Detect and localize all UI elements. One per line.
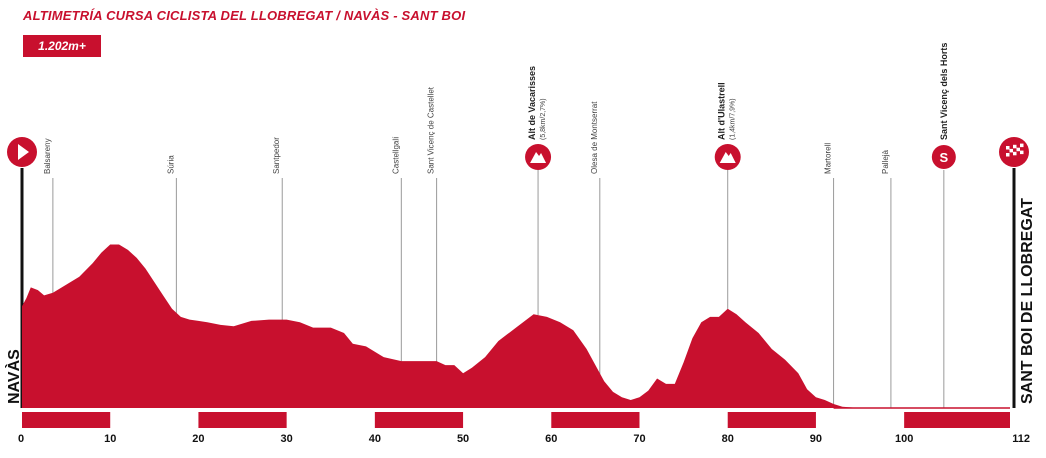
finish-town-label: SANT BOI DE LLOBREGAT [1019,198,1036,404]
x-tick-label: 70 [633,433,645,445]
km-band [727,412,816,428]
x-tick-label: 50 [457,433,469,445]
flag-square [1020,143,1024,148]
climb-name-label: Alt d'Ulastrell [717,82,727,140]
mountain-icon [530,152,547,163]
flag-square [1006,153,1010,157]
place-label: Pallejà [881,149,890,174]
flag-square [1020,150,1024,155]
page-title: ALTIMETRÍA CURSA CICLISTA DEL LLOBREGAT … [23,8,466,23]
flag-square [1009,148,1013,153]
x-tick-label: 0 [18,433,24,445]
sprint-name-label: Sant Vicenç dels Horts [939,43,949,140]
elevation-gain-badge: 1.202m+ [23,35,101,57]
km-band [198,412,287,428]
km-band [551,412,640,428]
km-band [22,412,111,428]
km-band [904,412,1010,428]
x-tick-label: 40 [369,433,381,445]
km-band [374,412,464,428]
climb-name-label: Alt de Vacarisses [527,66,537,140]
x-tick-label: 10 [104,433,116,445]
place-label: Santpedor [272,137,281,174]
mountain-icon [719,152,736,163]
x-tick-label: 80 [722,433,734,445]
climb-detail-label: (1,4km/7,9%) [730,98,737,140]
sprint-marker [931,145,956,169]
place-label: Balsareny [43,138,52,174]
place-label: Olesa de Montserrat [590,101,599,174]
x-tick-label: 100 [895,433,913,445]
place-label: Súria [166,155,175,174]
x-tick-label: 112 [1012,433,1030,445]
profile-area-group [22,244,1010,409]
flag-square [1006,146,1010,150]
start-town-label: NAVÀS [4,349,23,404]
checkered-flag-icon [1006,143,1024,157]
sprint-symbol: S [940,150,949,165]
x-tick-label: 20 [192,433,204,445]
x-tick-label: 90 [810,433,822,445]
climb-detail-label: (5,8km/2,7%) [540,98,547,140]
km-axis: 0 10 20 30 40 50 60 70 80 90 100 112 [18,412,1030,445]
play-icon [18,144,29,160]
place-label: Martorell [824,143,833,174]
elevation-profile-area [22,244,1010,408]
place-labels: Balsareny Súria Santpedor Castellgalí Sant V… [4,43,1036,404]
flag-square [1013,151,1017,156]
flag-square [1016,147,1020,152]
x-tick-label: 60 [545,433,557,445]
markers: S [7,137,1029,170]
place-label: Castellgalí [391,136,400,174]
flag-square [1013,144,1017,149]
place-label: Sant Vicenç de Castellet [427,86,436,174]
x-tick-label: 30 [281,433,293,445]
